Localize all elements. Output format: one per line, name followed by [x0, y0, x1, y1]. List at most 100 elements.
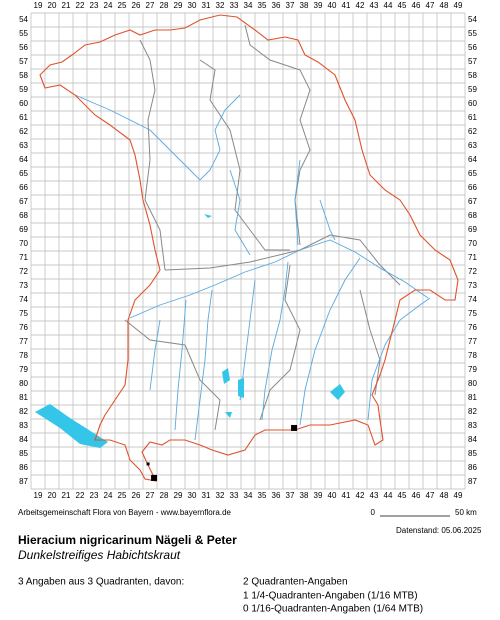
row-label: 55 [19, 29, 28, 38]
row-label: 70 [468, 239, 477, 248]
column-label: 25 [118, 491, 127, 500]
column-label: 20 [48, 491, 57, 500]
row-label: 82 [19, 407, 28, 416]
row-label: 84 [468, 435, 477, 444]
row-label: 56 [19, 43, 28, 52]
column-label: 19 [34, 1, 43, 10]
occurrence-point [291, 424, 298, 431]
row-label: 62 [19, 127, 28, 136]
row-label: 86 [468, 463, 477, 472]
column-label: 44 [384, 491, 393, 500]
column-label: 47 [426, 1, 435, 10]
row-label: 59 [468, 85, 477, 94]
row-label: 57 [468, 57, 477, 66]
column-label: 28 [160, 1, 169, 10]
row-label: 66 [468, 183, 477, 192]
column-label: 38 [300, 491, 309, 500]
column-label: 28 [160, 491, 169, 500]
river [149, 279, 256, 431]
row-label: 75 [19, 309, 28, 318]
summary-detail: 2 Quadranten-Angaben [243, 577, 348, 588]
credit: Arbeitsgemeinschaft Flora von Bayern - w… [18, 508, 232, 517]
row-label: 77 [19, 337, 28, 346]
river [74, 94, 241, 181]
row-label: 84 [19, 435, 28, 444]
row-label: 78 [468, 351, 477, 360]
column-label: 32 [216, 1, 225, 10]
column-label: 42 [356, 491, 365, 500]
row-label: 82 [468, 407, 477, 416]
column-label: 31 [202, 491, 211, 500]
row-label: 81 [468, 393, 477, 402]
column-label: 22 [76, 491, 85, 500]
column-label: 35 [258, 1, 267, 10]
lake [330, 384, 345, 400]
row-label: 87 [19, 477, 28, 486]
column-label: 43 [370, 1, 379, 10]
row-label: 71 [19, 253, 28, 262]
state-border [39, 14, 459, 482]
row-label: 66 [19, 183, 28, 192]
scale-end: 50 km [455, 508, 477, 517]
row-label: 87 [468, 477, 477, 486]
column-label: 46 [412, 491, 421, 500]
row-label: 83 [468, 421, 477, 430]
river [229, 159, 336, 256]
occurrence-points [146, 424, 298, 481]
row-label: 69 [19, 225, 28, 234]
common-name: Dunkelstreifiges Habichtskraut [18, 548, 181, 562]
row-label: 85 [468, 449, 477, 458]
row-label: 78 [19, 351, 28, 360]
column-label: 21 [62, 1, 71, 10]
column-label: 40 [328, 1, 337, 10]
row-label: 83 [19, 421, 28, 430]
row-label: 72 [19, 267, 28, 276]
column-label: 26 [132, 491, 141, 500]
column-label: 49 [454, 1, 463, 10]
row-label: 61 [468, 113, 477, 122]
column-label: 19 [34, 491, 43, 500]
column-label: 22 [76, 1, 85, 10]
column-label: 36 [272, 491, 281, 500]
column-label: 29 [174, 1, 183, 10]
river [194, 289, 213, 441]
occurrence-point [146, 462, 150, 466]
rivers [74, 94, 431, 441]
column-label: 40 [328, 491, 337, 500]
lake [222, 368, 230, 384]
river [129, 239, 429, 319]
row-label: 68 [19, 211, 28, 220]
column-label: 30 [188, 1, 197, 10]
column-label: 32 [216, 491, 225, 500]
column-label: 47 [426, 491, 435, 500]
column-label: 48 [440, 1, 449, 10]
summary-detail: 1 1/4-Quadranten-Angaben (1/16 MTB) [243, 591, 418, 602]
column-label: 43 [370, 491, 379, 500]
river [299, 257, 361, 426]
row-label: 79 [468, 365, 477, 374]
date: Datenstand: 05.06.2025 [396, 526, 482, 535]
row-label: 54 [468, 15, 477, 24]
column-label: 23 [90, 1, 99, 10]
row-label: 85 [19, 449, 28, 458]
row-label: 56 [468, 43, 477, 52]
row-label: 73 [468, 281, 477, 290]
row-label: 62 [468, 127, 477, 136]
row-label: 80 [19, 379, 28, 388]
column-label: 27 [146, 491, 155, 500]
column-label: 34 [244, 1, 253, 10]
row-label: 55 [468, 29, 477, 38]
row-label: 79 [19, 365, 28, 374]
column-label: 34 [244, 491, 253, 500]
column-label: 20 [48, 1, 57, 10]
column-label: 44 [384, 1, 393, 10]
column-label: 38 [300, 1, 309, 10]
row-label: 74 [19, 295, 28, 304]
regional-borders [124, 24, 401, 431]
column-label: 37 [286, 1, 295, 10]
column-label: 48 [440, 491, 449, 500]
column-label: 39 [314, 1, 323, 10]
lake [238, 378, 244, 398]
district-border [124, 24, 401, 431]
